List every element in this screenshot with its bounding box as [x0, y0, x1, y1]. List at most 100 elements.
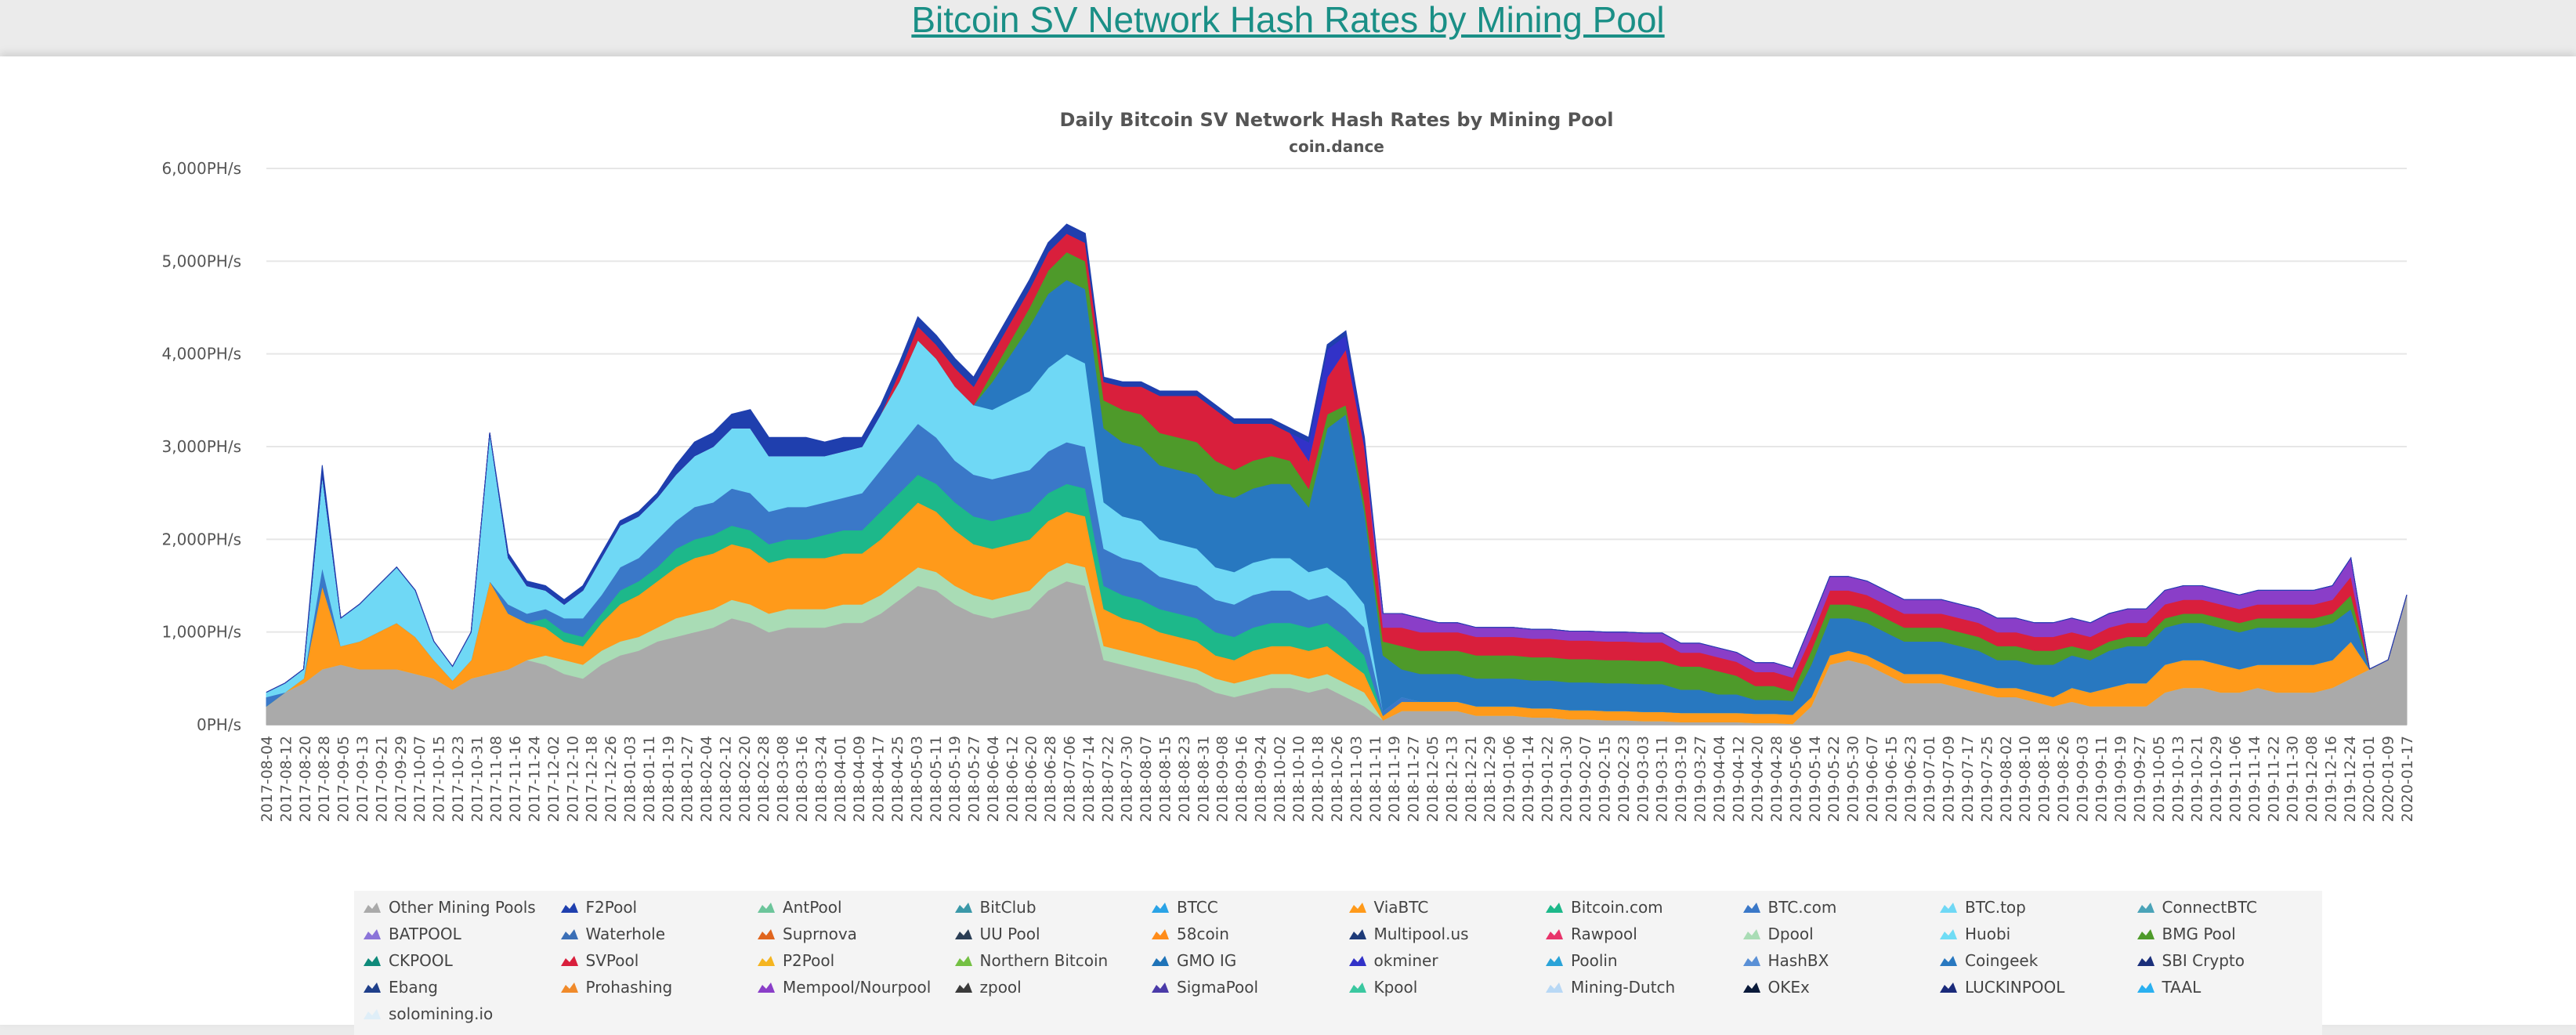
legend-item[interactable]: BitClub [953, 896, 1037, 919]
legend-item[interactable]: BTC.top [1938, 896, 2026, 919]
area-series-icon [2136, 929, 2155, 939]
legend-item[interactable]: BMG Pool [2136, 922, 2236, 946]
legend-item[interactable]: OKEx [1742, 975, 1810, 999]
legend-label: Mempool/Nourpool [783, 978, 932, 997]
y-tick-label: 3,000PH/s [161, 437, 241, 456]
x-tick-label: 2017-10-07 [411, 736, 429, 822]
legend-item[interactable]: Mempool/Nourpool [756, 975, 931, 999]
legend-label: SVPool [585, 951, 639, 970]
legend-item[interactable]: AntPool [756, 896, 842, 919]
area-series-icon [758, 929, 775, 939]
legend-item[interactable]: Dpool [1742, 922, 1814, 946]
legend-item[interactable]: Bitcoin.com [1544, 896, 1663, 919]
legend-item[interactable]: HashBX [1742, 949, 1829, 972]
x-tick-label: 2019-06-07 [1864, 736, 1881, 822]
x-tick-label: 2018-02-12 [717, 736, 734, 822]
x-tick-label: 2017-08-04 [259, 736, 276, 822]
legend-item[interactable]: Huobi [1938, 922, 2010, 946]
legend-item[interactable]: ViaBTC [1348, 896, 1429, 919]
x-tick-label: 2019-04-28 [1768, 736, 1785, 822]
area-series-icon [1348, 983, 1366, 993]
legend-item[interactable]: zpool [953, 975, 1022, 999]
legend-item[interactable]: Rawpool [1544, 922, 1637, 946]
page-title-link[interactable]: Bitcoin SV Network Hash Rates by Mining … [911, 0, 1665, 40]
legend-label: P2Pool [783, 951, 835, 970]
x-tick-label: 2019-12-16 [2322, 736, 2339, 822]
legend-item[interactable]: F2Pool [559, 896, 637, 919]
x-tick-label: 2018-02-20 [736, 736, 754, 822]
x-tick-label: 2019-05-30 [1845, 736, 1862, 822]
x-tick-label: 2018-10-10 [1290, 736, 1308, 822]
area-series-icon [1940, 929, 1957, 939]
legend-item[interactable]: Northern Bitcoin [953, 949, 1109, 972]
legend-item[interactable]: UU Pool [953, 922, 1040, 946]
x-tick-label: 2020-01-09 [2380, 736, 2397, 822]
y-tick-label: 0PH/s [197, 715, 241, 734]
area-series-icon [364, 1009, 381, 1019]
x-tick-label: 2018-05-11 [928, 736, 945, 822]
legend-item[interactable]: Waterhole [559, 922, 665, 946]
legend-item[interactable]: Prohashing [559, 975, 673, 999]
x-tick-label: 2019-03-27 [1691, 736, 1709, 822]
legend-item[interactable]: BTC.com [1742, 896, 1836, 919]
x-tick-label: 2018-12-13 [1443, 736, 1460, 822]
area-series-icon [1152, 983, 1169, 993]
x-tick-label: 2017-08-28 [316, 736, 333, 822]
legend-label: okminer [1373, 951, 1438, 970]
x-tick-label: 2017-10-31 [469, 736, 486, 822]
legend-label: BTCC [1177, 898, 1218, 917]
legend-label: SBI Crypto [2162, 951, 2245, 970]
legend-item[interactable]: Poolin [1544, 949, 1618, 972]
area-series-icon [954, 929, 972, 939]
x-tick-label: 2018-01-11 [641, 736, 658, 822]
area-series-icon [1348, 903, 1366, 913]
x-tick-label: 2019-03-03 [1634, 736, 1652, 822]
x-tick-label: 2018-10-18 [1310, 736, 1327, 822]
legend-item[interactable]: P2Pool [756, 949, 834, 972]
legend-label: Ebang [389, 978, 438, 997]
legend-item[interactable]: Other Mining Pools [362, 896, 536, 919]
legend-label: Prohashing [585, 978, 673, 997]
legend-item[interactable]: SigmaPool [1150, 975, 1258, 999]
legend-item[interactable]: Ebang [362, 975, 438, 999]
x-tick-label: 2019-10-13 [2169, 736, 2187, 822]
legend-label: Northern Bitcoin [979, 951, 1109, 970]
legend-label: OKEx [1767, 978, 1810, 997]
legend-item[interactable]: ConnectBTC [2136, 896, 2257, 919]
legend-item[interactable]: BTCC [1150, 896, 1218, 919]
legend-item[interactable]: SBI Crypto [2136, 949, 2245, 972]
legend-item[interactable]: Kpool [1348, 975, 1418, 999]
x-tick-label: 2017-11-08 [488, 736, 505, 822]
x-tick-label: 2019-11-06 [2227, 736, 2244, 822]
legend-item[interactable]: Multipool.us [1348, 922, 1469, 946]
legend-item[interactable]: LUCKINPOOL [1938, 975, 2064, 999]
legend-label: Huobi [1965, 925, 2011, 943]
legend-item[interactable]: CKPOOL [362, 949, 453, 972]
legend-item[interactable]: GMO IG [1150, 949, 1236, 972]
legend-label: BitClub [979, 898, 1037, 917]
x-tick-label: 2018-04-17 [870, 736, 888, 822]
legend-item[interactable]: SVPool [559, 949, 639, 972]
legend-item[interactable]: TAAL [2136, 975, 2201, 999]
legend-label: Multipool.us [1373, 925, 1469, 943]
legend-item[interactable]: Coingeek [1938, 949, 2038, 972]
area-series-icon [758, 903, 775, 913]
legend-item[interactable]: Mining-Dutch [1544, 975, 1675, 999]
x-tick-label: 2017-09-21 [373, 736, 390, 822]
area-series-icon [954, 956, 972, 966]
legend-item[interactable]: 58coin [1150, 922, 1229, 946]
area-series-icon [364, 983, 381, 993]
legend-item[interactable]: BATPOOL [362, 922, 461, 946]
legend-item[interactable]: solomining.io [362, 1002, 493, 1026]
legend-label: Kpool [1373, 978, 1418, 997]
legend-label: ViaBTC [1373, 898, 1429, 917]
x-tick-label: 2019-01-14 [1520, 736, 1537, 822]
area-series-icon [560, 903, 578, 913]
legend-label: AntPool [783, 898, 842, 917]
x-tick-label: 2018-07-14 [1080, 736, 1098, 822]
legend-item[interactable]: Suprnova [756, 922, 857, 946]
legend-item[interactable]: okminer [1348, 949, 1438, 972]
y-tick-label: 2,000PH/s [161, 530, 241, 548]
stacked-areas [266, 223, 2408, 726]
series-area-f2pool[interactable] [266, 223, 2408, 693]
